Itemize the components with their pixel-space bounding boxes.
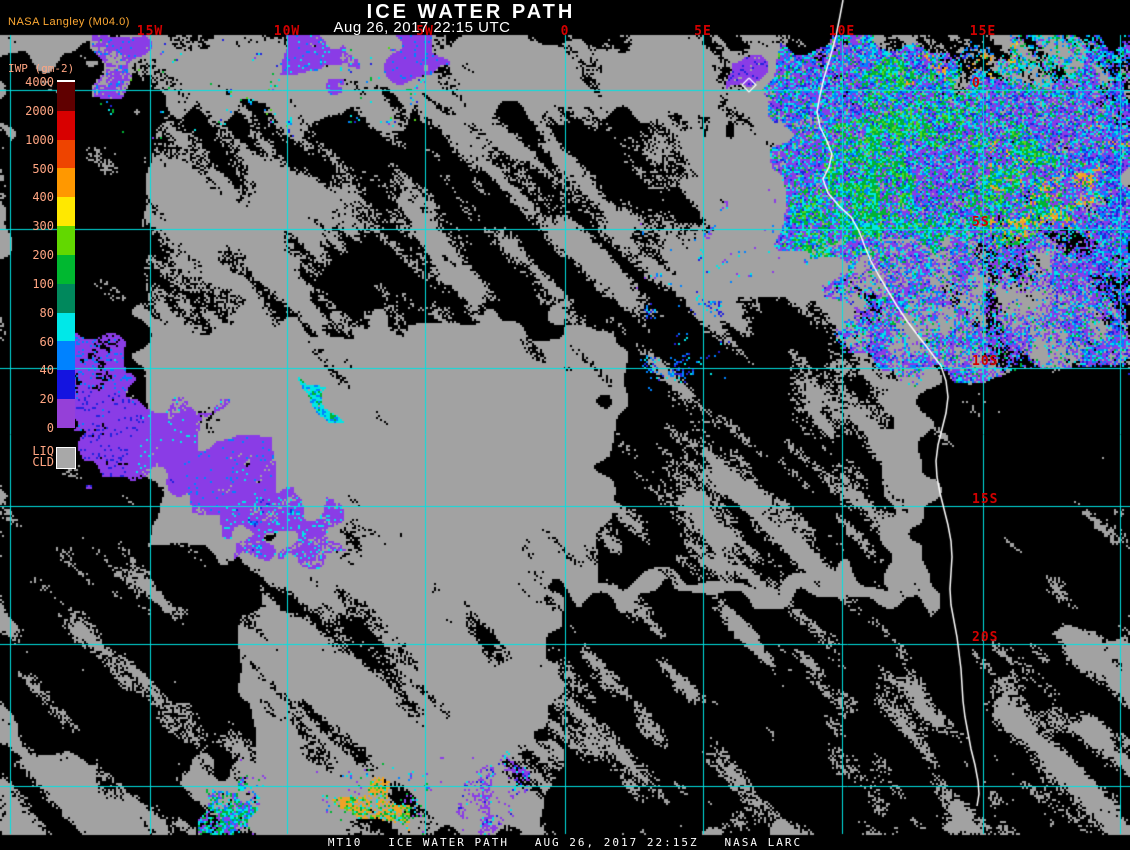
colorbar-segment-9 [57,341,75,371]
colorbar-segment-2 [57,139,75,169]
lat-label-15S: 15S [972,492,999,507]
liquid-cloud-swatch [56,447,76,469]
lon-label-10W: 10W [273,24,301,39]
colorbar-segment-4 [57,197,75,227]
cld-line: CLD [32,455,54,469]
lon-label-15W: 15W [136,24,164,39]
lon-label-0: 0 [560,24,570,39]
colorbar-tick-80: 80 [39,305,54,320]
colorbar-tick-40: 40 [39,363,54,378]
colorbar-tick-0: 0 [46,421,54,435]
timestamp-label: Aug 26, 2017 22:15 UTC [333,19,511,36]
colorbar-segment-1 [57,110,75,140]
colorbar-tick-300: 300 [32,219,54,234]
footer-caption: MT10 ICE WATER PATH AUG 26, 2017 22:15Z … [327,836,803,849]
colorbar-segment-7 [57,283,75,313]
colorbar-tick-1000: 1000 [25,132,54,147]
page-title: ICE WATER PATH [366,1,576,23]
colorbar-title: IWP (gm-2) [8,62,75,75]
liquid-cloud-label: LIQ CLD [8,444,54,469]
lat-label-20S: 20S [972,630,999,645]
colorbar-tick-500: 500 [32,161,54,176]
colorbar-tick-400: 400 [32,190,54,205]
lon-label-10E: 10E [828,24,856,39]
colorbar-tick-20: 20 [39,392,54,407]
nasa-langley-credit: NASA Langley (M04.0) [8,16,130,28]
colorbar-tick-2000: 2000 [25,103,54,118]
colorbar-segment-5 [57,226,75,255]
colorbar-tick-200: 200 [32,248,54,262]
lat-label-10S: 10S [972,354,999,369]
colorbar-segment-11 [57,399,75,428]
colorbar-segment-3 [57,168,75,198]
colorbar-segment-8 [57,312,75,342]
lon-label-15E: 15E [969,24,997,39]
colorbar-segment-10 [57,370,75,400]
lon-label-5E: 5E [694,24,712,39]
lat-label-0: 0 [972,76,981,91]
colorbar-segment-0 [57,82,75,111]
lat-label-5S: 5S [972,215,990,230]
colorbar-tick-60: 60 [39,334,54,349]
lon-label-5W: 5W [416,24,434,39]
colorbar-segment-6 [57,254,75,284]
colorbar-tick-4000: 4000 [25,75,54,89]
colorbar-tick-100: 100 [32,276,54,291]
liq-line: LIQ [32,444,54,458]
iwp-colorbar [57,80,75,428]
